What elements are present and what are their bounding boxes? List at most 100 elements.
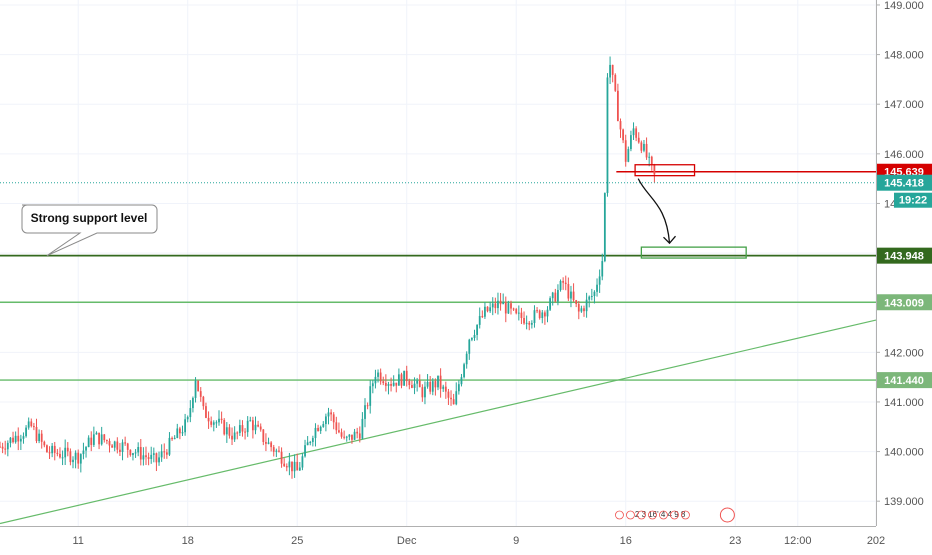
candle-body [64,447,67,458]
candle-body [609,64,611,78]
candle-body [178,428,181,434]
price-tick-label: 139.000 [884,496,924,508]
candle-body [304,445,306,457]
candle-body [431,381,434,392]
sell-zone-box[interactable] [634,164,696,177]
event-marker[interactable] [637,510,646,520]
level-badge-143.009-bg [877,294,932,311]
candle-body [189,408,192,418]
candle-body [1,446,4,449]
callout-box[interactable] [21,204,158,257]
event-marker[interactable] [659,510,668,520]
candle-body [139,447,142,460]
event-marker[interactable] [626,510,635,520]
candle-body [397,374,400,386]
candle-body [338,430,340,433]
candle-body [379,372,382,382]
level-badge-143.948: 143.948 [884,251,924,263]
candle-body [236,432,239,434]
candle-body [369,386,372,406]
event-marker[interactable] [615,510,624,520]
candle-body [345,436,348,438]
candle-body [210,421,213,425]
candle-body [533,310,536,324]
candle-body [452,399,455,405]
candle-body [570,291,572,299]
candle-body [311,438,314,442]
candle-body [40,433,43,442]
candle-body [194,380,197,398]
time-tick-label: Dec [397,535,417,547]
candle-body [46,445,48,453]
candle-body [212,422,215,425]
candle-body [405,370,408,382]
candle-body [559,280,562,290]
candle-body [366,405,369,407]
event-marker[interactable] [648,510,657,520]
candle-body [371,383,374,387]
candle-body [176,428,179,438]
candle-body [434,381,437,388]
candle-body [272,447,275,452]
projection-arrow[interactable] [637,178,671,244]
candle-body [596,284,598,292]
candle-body [298,467,301,471]
candle-body [171,437,173,440]
candle-body [265,441,267,444]
candle-body [215,422,218,424]
candle-body [0,446,1,448]
candle-body [98,432,100,445]
candle-body [538,310,541,319]
time-tick-label: 25 [291,535,303,547]
candle-body [630,135,632,150]
candle-body [301,456,304,468]
trendline[interactable] [0,319,877,525]
candle-body [408,381,411,386]
candle-body [124,442,127,444]
candle-body [116,441,119,450]
event-marker[interactable] [670,510,679,520]
candle-body [22,436,25,439]
candle-body [27,421,30,428]
candle-body [387,384,390,386]
candle-body [437,375,439,388]
candle-body [523,317,525,324]
candle-body [184,419,187,433]
candle-body [147,457,150,459]
target-zone-box[interactable] [640,246,747,259]
candle-body [353,431,356,440]
candle-body [497,300,499,309]
candle-body [199,391,202,397]
candle-body [413,383,416,388]
time-tick-label: 16 [620,535,632,547]
candle-body [598,276,601,285]
candle-body [121,442,124,452]
time-tick-label: 12:00 [784,535,812,547]
economic-events-strip[interactable]: 2 3 16' 4 4 9 8 [635,510,686,519]
candle-body [637,137,640,143]
candle-body [374,376,377,384]
candle-body [238,425,241,433]
candle-body [309,441,312,443]
candle-body [593,291,596,297]
candle-body [262,429,265,442]
current-price-badge: 145.418 [884,178,924,190]
candle-body [502,302,505,305]
candle-body [335,422,338,431]
price-tick-label: 148.000 [884,50,924,62]
candle-body [296,461,299,471]
event-marker[interactable] [681,510,690,520]
time-tick-label: 202 [867,535,885,547]
candle-body [173,437,176,440]
candle-body [228,427,231,436]
candle-body [324,416,327,425]
candle-body [113,441,116,448]
candle-body [622,129,625,141]
event-marker-large[interactable] [719,507,735,523]
candle-body [442,386,445,389]
candle-body [465,353,468,365]
price-tick-label: 147.000 [884,99,924,111]
callout-text: Strong support level [31,211,148,225]
